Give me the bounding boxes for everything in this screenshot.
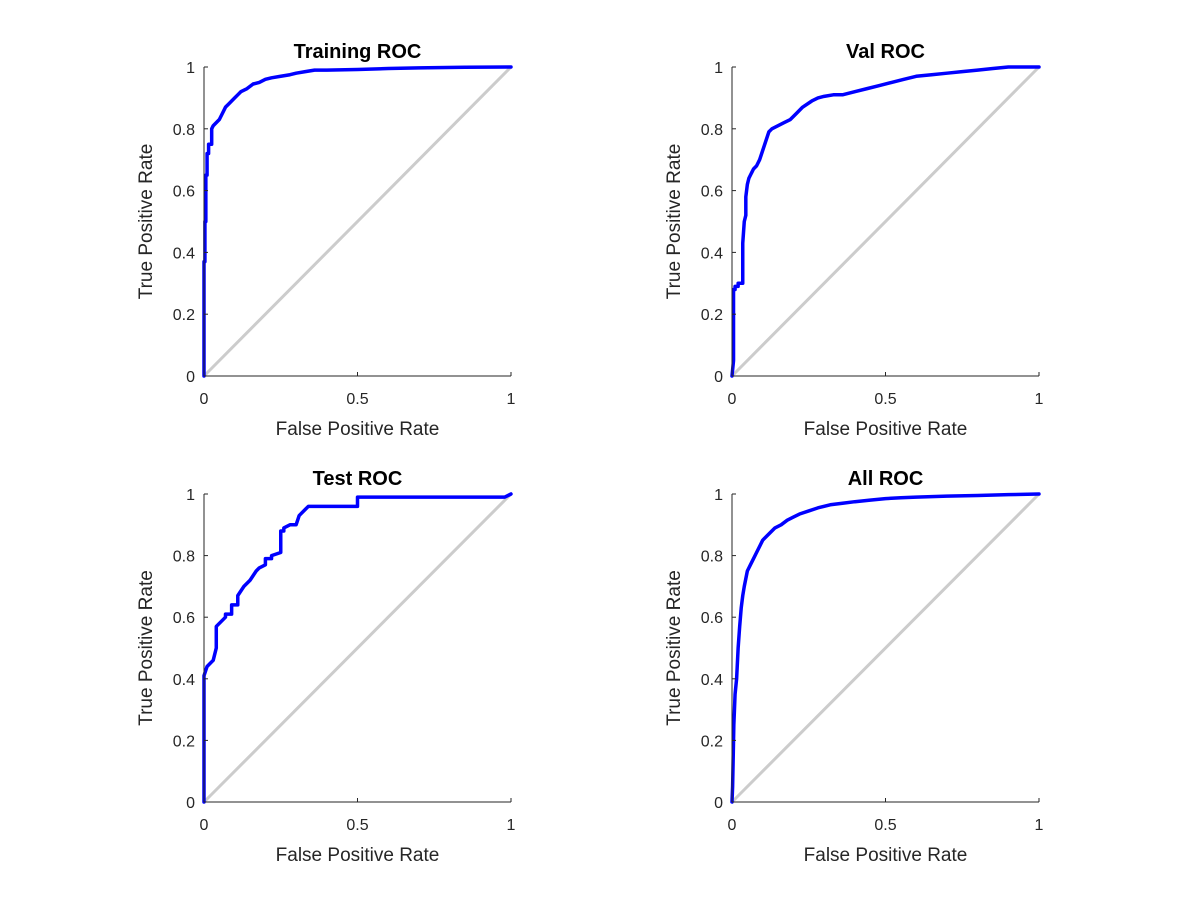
roc-curve-line xyxy=(202,492,513,804)
y-tick-label: 0.8 xyxy=(173,549,195,566)
y-tick-label: 0.2 xyxy=(173,733,195,750)
y-axis-label: True Positive Rate xyxy=(664,144,685,300)
chance-diagonal-line xyxy=(730,65,1041,378)
y-tick-label: 0 xyxy=(186,369,195,386)
y-tick-label: 0.8 xyxy=(701,122,723,139)
y-tick-label: 0.4 xyxy=(173,672,195,689)
y-tick-label: 0.6 xyxy=(173,184,195,201)
y-tick-label: 0 xyxy=(186,795,195,812)
y-tick-label: 0.8 xyxy=(701,549,723,566)
panel-title: All ROC xyxy=(848,468,924,490)
chance-diagonal-line xyxy=(202,65,513,378)
x-axis-label: False Positive Rate xyxy=(804,419,968,440)
y-tick-label: 0.2 xyxy=(701,307,723,324)
y-tick-label: 1 xyxy=(186,487,195,504)
chance-diagonal-line xyxy=(730,492,1041,804)
x-axis-label: False Positive Rate xyxy=(804,845,968,866)
x-tick-label: 0 xyxy=(200,817,209,834)
x-tick-label: 1 xyxy=(507,817,516,834)
x-tick-label: 1 xyxy=(507,391,516,408)
x-tick-label: 0.5 xyxy=(346,817,368,834)
y-tick-label: 0.6 xyxy=(701,610,723,627)
x-tick-label: 0 xyxy=(728,391,737,408)
x-tick-label: 1 xyxy=(1035,391,1044,408)
roc-panel: 0 0.5 1 0 0.2 0.4 0.6 0.8 1 Training ROC False Pos… xyxy=(136,41,516,440)
y-tick-label: 0.2 xyxy=(173,307,195,324)
roc-curve-line xyxy=(730,65,1041,378)
x-axis-label: False Positive Rate xyxy=(276,845,440,866)
y-tick-label: 0.2 xyxy=(701,733,723,750)
y-axis-label: True Positive Rate xyxy=(136,144,157,300)
x-tick-label: 0 xyxy=(728,817,737,834)
x-tick-label: 0.5 xyxy=(874,817,896,834)
panel-title: Val ROC xyxy=(846,41,925,63)
y-axis-label: True Positive Rate xyxy=(664,570,685,726)
x-tick-label: 0 xyxy=(200,391,209,408)
x-tick-label: 1 xyxy=(1035,817,1044,834)
roc-panel: 0 0.5 1 0 0.2 0.4 0.6 0.8 1 Val ROC False Positive… xyxy=(664,41,1044,440)
y-tick-label: 1 xyxy=(714,60,723,77)
roc-panel: 0 0.5 1 0 0.2 0.4 0.6 0.8 1 All ROC False Positive… xyxy=(664,468,1044,866)
y-tick-label: 0.4 xyxy=(701,245,723,262)
y-tick-label: 0.4 xyxy=(173,245,195,262)
panel-title: Training ROC xyxy=(294,41,422,63)
x-axis-label: False Positive Rate xyxy=(276,419,440,440)
y-tick-label: 0.6 xyxy=(701,184,723,201)
y-tick-label: 1 xyxy=(714,487,723,504)
y-tick-label: 0 xyxy=(714,369,723,386)
y-tick-label: 0.4 xyxy=(701,672,723,689)
y-axis-label: True Positive Rate xyxy=(136,570,157,726)
panel-title: Test ROC xyxy=(313,468,403,490)
roc-curve-line xyxy=(730,492,1041,804)
roc-panel: 0 0.5 1 0 0.2 0.4 0.6 0.8 1 Test ROC False Positiv… xyxy=(136,468,516,866)
y-tick-label: 0.6 xyxy=(173,610,195,627)
y-tick-label: 0 xyxy=(714,795,723,812)
chance-diagonal-line xyxy=(202,492,513,804)
y-tick-label: 0.8 xyxy=(173,122,195,139)
roc-curve-line xyxy=(202,65,513,378)
y-tick-label: 1 xyxy=(186,60,195,77)
x-tick-label: 0.5 xyxy=(874,391,896,408)
x-tick-label: 0.5 xyxy=(346,391,368,408)
